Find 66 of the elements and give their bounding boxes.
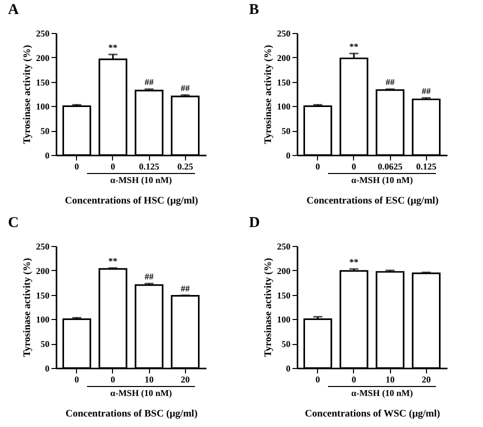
y-tick-label: 200 xyxy=(36,52,50,63)
y-tick-label: 150 xyxy=(36,290,50,300)
y-tick-label: 50 xyxy=(282,126,291,136)
y-tick-label: 0 xyxy=(45,150,50,160)
x-axis-title: Concentrations of BSC (μg/ml) xyxy=(65,408,198,420)
data-label: ## xyxy=(422,86,432,96)
text: α-MSH (10 nM) xyxy=(350,388,414,398)
text: α-MSH (10 nM) xyxy=(109,174,173,184)
x-tick-label: 0 xyxy=(352,162,357,172)
x-tick-label: 0 xyxy=(316,374,321,384)
x-tick-label: 20 xyxy=(180,374,190,384)
x-tick-label: 0 xyxy=(74,162,80,172)
x-tick-label: 0.0625 xyxy=(378,162,403,172)
chart-title: A xyxy=(8,2,19,18)
text: α-MSH (10 nM) xyxy=(109,388,173,398)
x-tick-label: 10 xyxy=(386,374,396,384)
data-label: ## xyxy=(180,283,190,294)
data-label: ** xyxy=(349,256,359,267)
y-axis-title: Tyrosinase activity (%) xyxy=(263,258,274,358)
y-tick-label: 50 xyxy=(40,126,50,136)
x-axis-title: Concentrations of WSC (μg/ml) xyxy=(304,408,440,420)
x-axis-title: Concentrations of HSC (μg/ml) xyxy=(64,196,198,206)
data-label: ## xyxy=(386,77,396,88)
y-axis-title: Tyrosinase activity (%) xyxy=(263,44,274,144)
x-axis-title: Concentrations of ESC (μg/ml) xyxy=(306,196,439,206)
x-tick-label: 0.125 xyxy=(416,162,437,172)
y-tick-label: 250 xyxy=(36,242,50,252)
x-tick-label: 0 xyxy=(352,374,357,384)
y-axis-title: Tyrosinase activity (%) xyxy=(22,258,33,358)
y-tick-label: 0 xyxy=(45,364,50,374)
y-axis-title: Tyrosinase activity (%) xyxy=(22,44,33,144)
y-tick-label: 200 xyxy=(277,266,291,276)
y-tick-label: 250 xyxy=(36,28,50,38)
y-tick-label: 200 xyxy=(36,266,50,276)
x-tick-label: 0.125 xyxy=(138,162,160,172)
x-tick-label: 0 xyxy=(110,162,116,172)
chart-title: C xyxy=(8,215,19,231)
x-tick-label: 0 xyxy=(74,374,80,384)
y-tick-label: 0 xyxy=(286,150,291,160)
chart-title: D xyxy=(249,215,260,231)
x-tick-label: 20 xyxy=(422,374,432,384)
y-tick-label: 100 xyxy=(36,102,50,112)
y-tick-label: 100 xyxy=(277,314,291,325)
x-tick-label: 0.25 xyxy=(177,162,194,172)
y-tick-label: 150 xyxy=(277,290,291,300)
data-label: ## xyxy=(144,272,154,282)
data-label: ## xyxy=(144,77,154,88)
y-tick-label: 150 xyxy=(36,77,50,88)
y-tick-label: 50 xyxy=(40,339,50,350)
y-tick-label: 200 xyxy=(277,52,291,63)
data-label: ** xyxy=(349,41,359,52)
data-label: ** xyxy=(108,42,118,52)
y-tick-label: 50 xyxy=(282,339,291,350)
y-tick-label: 250 xyxy=(277,242,291,252)
x-tick-label: 0 xyxy=(110,374,116,384)
y-tick-label: 150 xyxy=(277,77,291,88)
y-tick-label: 100 xyxy=(36,314,50,325)
data-label: ** xyxy=(108,256,118,266)
x-tick-label: 10 xyxy=(144,374,154,384)
chart-title: B xyxy=(249,2,260,18)
x-tick-label: 0 xyxy=(316,162,321,172)
text: α-MSH (10 nM) xyxy=(350,174,414,184)
y-tick-label: 100 xyxy=(277,102,291,112)
data-label: ## xyxy=(180,82,190,93)
y-tick-label: 250 xyxy=(277,28,291,38)
y-tick-label: 0 xyxy=(286,364,291,374)
